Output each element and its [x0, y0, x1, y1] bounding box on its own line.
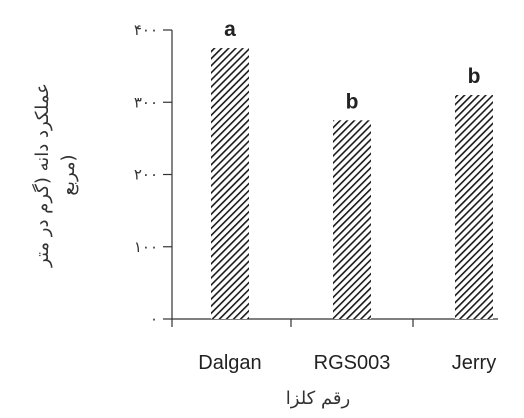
- y-axis-title-line1: عملکرد دانه (گرم در متر: [31, 83, 53, 268]
- y-tick-label: ٢٠٠: [134, 166, 158, 184]
- bar-dalgan: [211, 48, 249, 319]
- y-tick-label: ۴٠٠: [134, 21, 158, 39]
- y-tick-label: ٠: [150, 310, 158, 328]
- x-category-label: Jerry: [452, 352, 496, 374]
- y-tick-label: ١٠٠: [134, 238, 158, 256]
- x-axis: [171, 318, 498, 327]
- bars-group: a Dalgan b RGS003 b Jerry: [198, 18, 496, 374]
- x-category-label: Dalgan: [198, 352, 261, 374]
- significance-letter: a: [224, 18, 236, 41]
- bar-rgs003: [333, 120, 371, 319]
- bar-jerry: [455, 95, 493, 320]
- y-axis: ٠ ١٠٠ ٢٠٠ ٣٠٠ ۴٠٠: [134, 21, 173, 328]
- x-category-label: RGS003: [314, 352, 391, 374]
- x-axis-title: رقم کلزا: [286, 388, 350, 409]
- y-tick-label: ٣٠٠: [134, 93, 158, 111]
- y-axis-title-line2: مربع): [58, 154, 79, 195]
- significance-letter: b: [468, 65, 481, 88]
- significance-letter: b: [346, 90, 359, 113]
